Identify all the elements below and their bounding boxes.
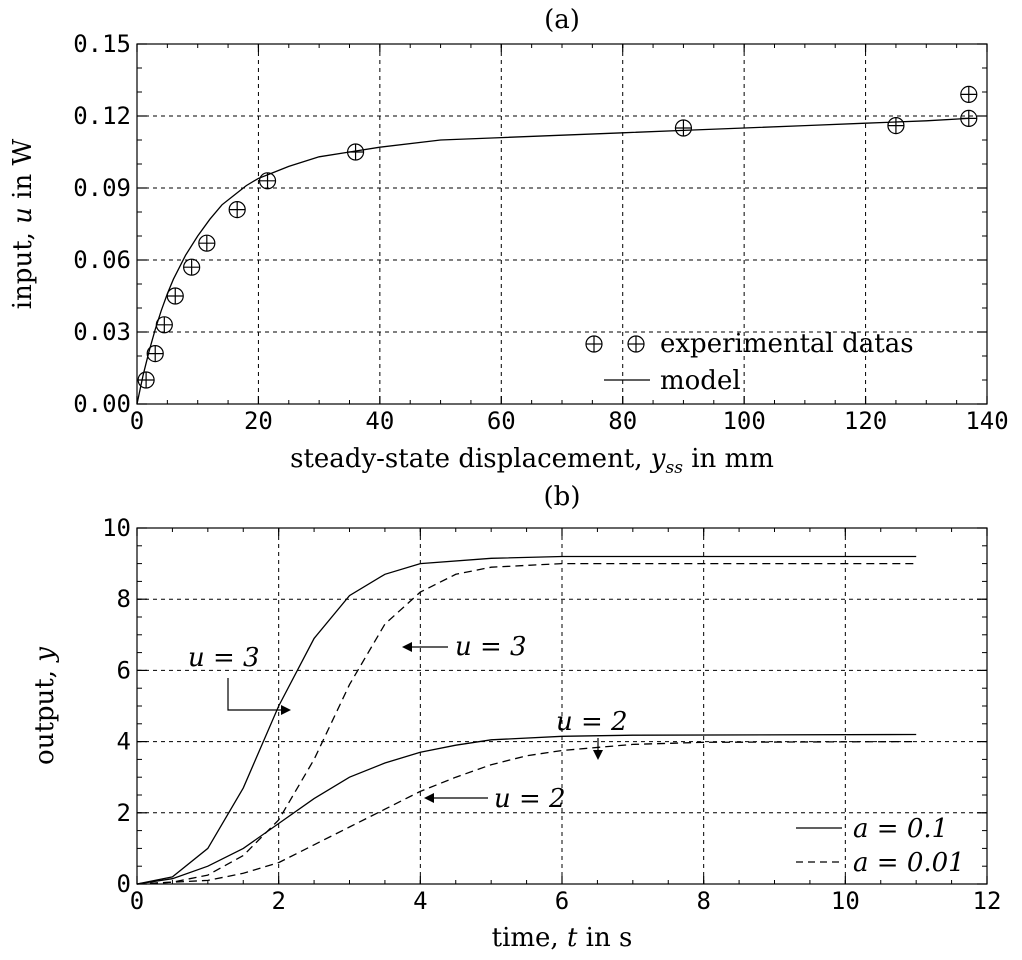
legend-marker <box>627 335 645 353</box>
x-tick-label: 140 <box>965 407 1008 435</box>
panel-a-y-tick-labels: 0.00 0.03 0.06 0.09 0.12 0.15 <box>73 30 131 418</box>
experimental-data-point <box>228 201 246 219</box>
series-line <box>136 562 917 885</box>
legend-experimental-markers <box>585 335 645 353</box>
experimental-data-point <box>166 287 184 305</box>
panel-b: (b) 0 2 4 6 8 10 12 0 2 4 6 8 10 time, t in s outpu… <box>30 482 1001 953</box>
legend-experimental-label: experimental datas <box>660 329 914 359</box>
x-tick-label: 100 <box>722 407 765 435</box>
y-tick-label: 2 <box>117 799 131 827</box>
x-tick-label: 0 <box>130 407 144 435</box>
panel-a-grid <box>137 44 987 404</box>
x-tick-label: 12 <box>973 887 1002 915</box>
x-tick-label: 2 <box>271 887 285 915</box>
y-tick-label: 0.15 <box>73 30 131 58</box>
annotation-u2-solid-arrowhead <box>593 750 603 760</box>
experimental-data-point <box>887 116 905 135</box>
panel-a-y-axis-label: input, u in W <box>8 138 38 309</box>
y-tick-label: 0.09 <box>73 174 131 202</box>
annotation-u3-solid-arrowhead <box>281 705 291 715</box>
panel-a-ticks <box>136 43 988 405</box>
panel-b-x-axis-label: time, t in s <box>492 923 633 953</box>
y-tick-label: 8 <box>117 585 131 613</box>
panel-b-legend: a = 0.1 a = 0.01 <box>796 814 965 878</box>
legend-solid-label: a = 0.1 <box>853 814 948 844</box>
experimental-data-point <box>137 371 155 389</box>
experimental-data-point <box>674 119 693 137</box>
y-tick-label: 4 <box>117 728 131 756</box>
x-tick-label: 120 <box>844 407 887 435</box>
legend-dashed-label: a = 0.01 <box>853 848 965 878</box>
panel-b-label: (b) <box>544 482 581 512</box>
annotation-u3-dashed-label: u = 3 <box>455 632 527 662</box>
annotation-u3-solid-leader <box>227 678 283 711</box>
x-tick-label: 10 <box>831 887 860 915</box>
model-curve <box>136 117 969 405</box>
panel-a-series <box>136 85 978 405</box>
experimental-data-point <box>198 234 216 252</box>
annotation-u2-solid: u = 2 <box>556 707 628 760</box>
y-tick-label: 0 <box>117 870 131 898</box>
panel-a-x-axis-label: steady-state displacement, yss in mm <box>290 444 774 478</box>
annotation-u2-dashed-label: u = 2 <box>494 784 566 814</box>
panel-b-annotations: u = 3 u = 3 u = 2 u = 2 <box>188 632 628 814</box>
annotation-u2-solid-label: u = 2 <box>556 707 628 737</box>
annotation-u3-solid: u = 3 <box>188 643 291 715</box>
x-tick-label: 80 <box>608 407 637 435</box>
series-line <box>136 740 917 885</box>
legend-marker <box>585 335 603 353</box>
y-tick-label: 0.06 <box>73 246 131 274</box>
annotation-u2-dashed: u = 2 <box>424 784 566 814</box>
y-tick-label: 10 <box>102 514 131 542</box>
annotation-u2-dashed-arrowhead <box>424 793 434 803</box>
panel-a-legend: experimental datas model <box>585 329 914 396</box>
panel-a-x-tick-labels: 0 20 40 60 80 100 120 140 <box>130 407 1009 435</box>
y-tick-label: 0.03 <box>73 318 131 346</box>
series-line <box>136 555 917 885</box>
series-line <box>136 733 917 885</box>
x-tick-label: 8 <box>696 887 710 915</box>
panel-b-ticks <box>136 527 988 885</box>
experimental-data-point <box>146 345 164 363</box>
annotation-u3-dashed: u = 3 <box>402 632 527 662</box>
panel-a: (a) 0 20 40 60 80 100 120 140 0.000.030.060.090… <box>8 5 1009 478</box>
x-tick-label: 6 <box>555 887 569 915</box>
experimental-data-point <box>960 85 978 104</box>
annotation-u3-dashed-arrowhead <box>402 642 412 652</box>
x-tick-label: 4 <box>413 887 427 915</box>
annotation-u3-solid-label: u = 3 <box>188 643 260 673</box>
experimental-data-point <box>183 258 201 276</box>
y-tick-label: 0.12 <box>73 102 131 130</box>
panel-b-series <box>136 555 917 885</box>
panel-b-x-tick-labels: 0 2 4 6 8 10 12 <box>130 887 1002 915</box>
y-tick-label: 6 <box>117 656 131 684</box>
x-tick-label: 40 <box>365 407 394 435</box>
x-tick-label: 0 <box>130 887 144 915</box>
panel-b-y-axis-label: output, y <box>30 647 60 765</box>
panel-b-grid <box>137 528 987 884</box>
panel-a-label: (a) <box>544 5 580 35</box>
panel-b-y-tick-labels: 0 2 4 6 8 10 <box>102 514 131 898</box>
x-tick-label: 60 <box>487 407 516 435</box>
legend-model-label: model <box>660 366 741 396</box>
x-tick-label: 20 <box>244 407 273 435</box>
y-tick-label: 0.00 <box>73 390 131 418</box>
